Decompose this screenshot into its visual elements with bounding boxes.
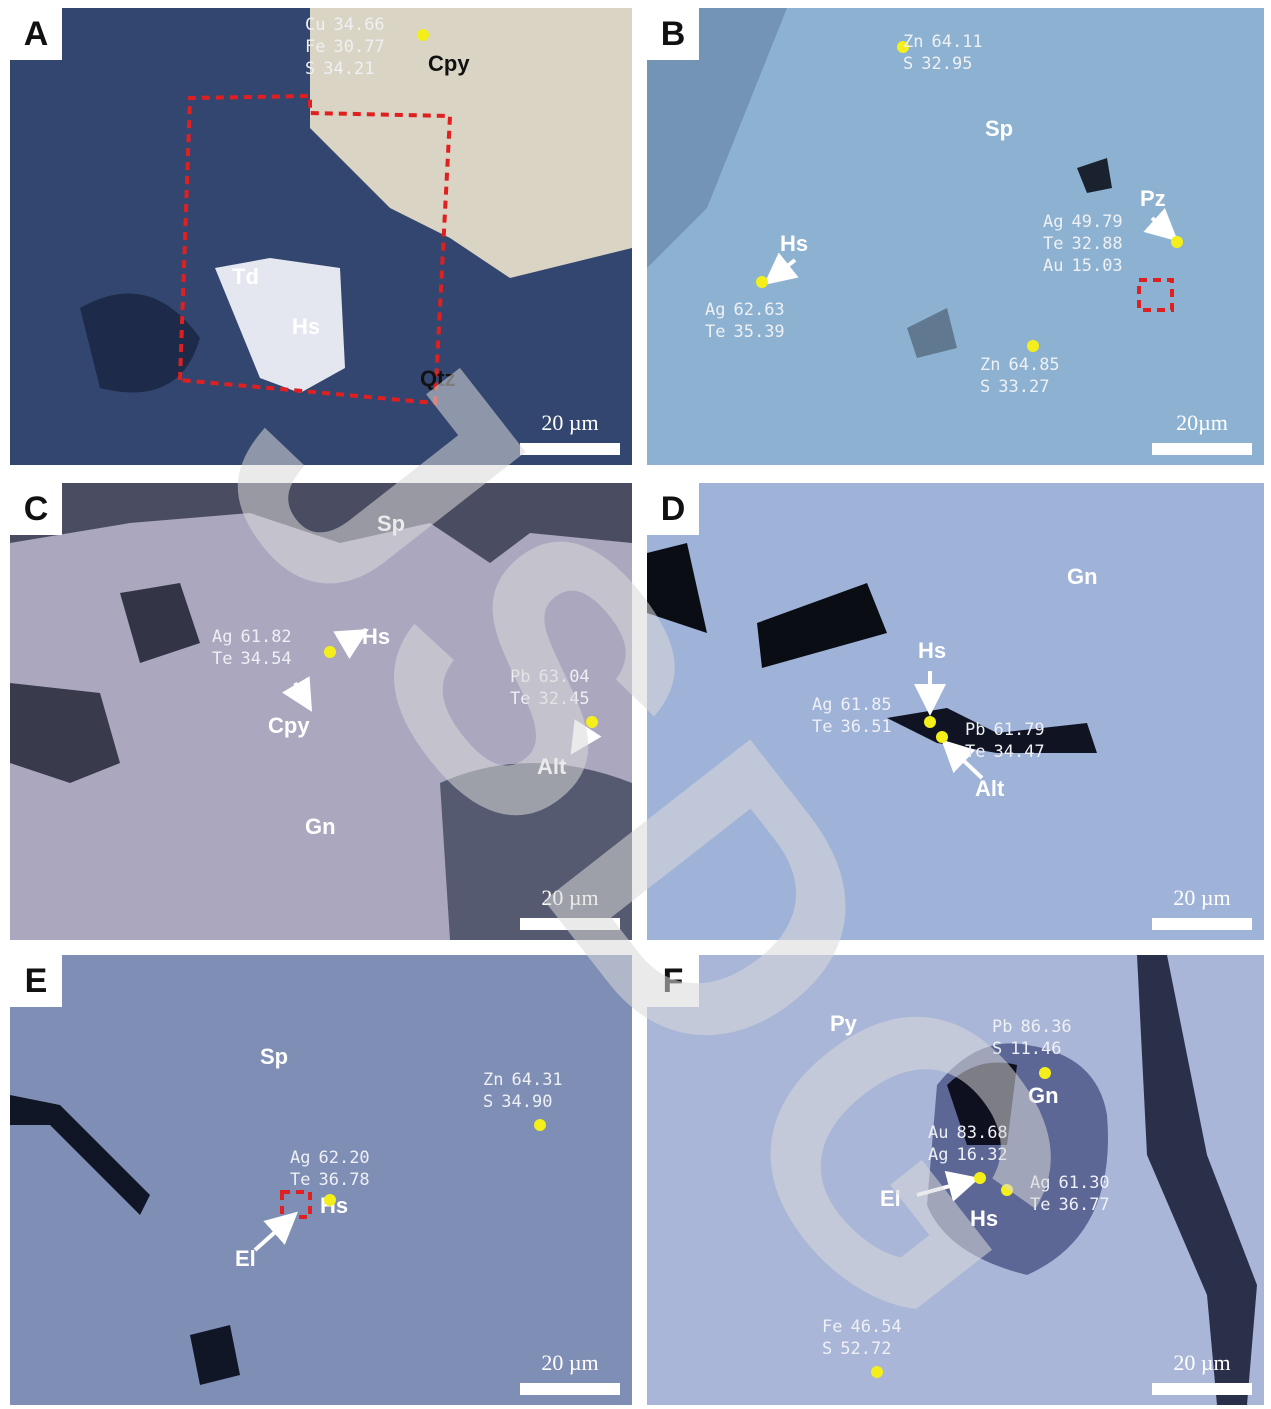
element: Pb	[965, 720, 985, 740]
analysis-text: Zn 64.85	[980, 355, 1060, 375]
element: Ag	[212, 627, 232, 647]
analysis-text: Zn 64.11	[903, 32, 983, 52]
value: 34.66	[333, 15, 384, 35]
value: 34.47	[993, 742, 1044, 762]
mineral-label: Cpy	[428, 51, 470, 76]
value: 64.11	[931, 32, 982, 52]
scale-label: 20 µm	[1173, 885, 1230, 910]
element: Zn	[980, 355, 1000, 375]
mineral-label: Sp	[985, 116, 1013, 141]
element: Zn	[483, 1070, 503, 1090]
figure: ACpyTdHsQtzCu34.66Fe30.77S34.2120 µmBSpH…	[0, 0, 1271, 1409]
element: Zn	[903, 32, 923, 52]
scale-bar	[520, 1383, 620, 1395]
value: 64.31	[511, 1070, 562, 1090]
value: 32.95	[921, 54, 972, 74]
element: S	[483, 1092, 493, 1112]
panel-label: E	[25, 962, 48, 1000]
mineral-label: Alt	[975, 776, 1005, 801]
panel-label: C	[24, 490, 49, 528]
element: S	[305, 59, 315, 79]
scale-label: 20 µm	[1173, 1350, 1230, 1375]
element: Te	[965, 742, 985, 762]
analysis-text: Ag 62.63	[705, 300, 785, 320]
value: 36.78	[318, 1170, 369, 1190]
value: 61.85	[840, 695, 891, 715]
analysis-text: Au 15.03	[1043, 256, 1123, 276]
analysis-text: Te 32.88	[1043, 234, 1123, 254]
value: 30.77	[333, 37, 384, 57]
analysis-point	[1027, 340, 1039, 352]
value: 64.85	[1008, 355, 1059, 375]
element: Te	[290, 1170, 310, 1190]
element: S	[903, 54, 913, 74]
element: Ag	[705, 300, 725, 320]
scale-bar	[1152, 443, 1252, 455]
scale-label: 20µm	[1176, 410, 1228, 435]
analysis-point	[924, 716, 936, 728]
scale-label: 20 µm	[541, 1350, 598, 1375]
value: 33.27	[998, 377, 1049, 397]
value: 32.88	[1071, 234, 1122, 254]
value: 61.79	[993, 720, 1044, 740]
analysis-text: Ag 62.20	[290, 1148, 370, 1168]
analysis-text: Te 34.47	[965, 742, 1045, 762]
analysis-text: Cu 34.66	[305, 15, 385, 35]
mineral-label: Gn	[1067, 564, 1098, 589]
panel: B Sp Hs Pz Zn 64.11 S 32.95 Ag 49.79 Te 32.88 Au 15.0…	[647, 8, 1264, 465]
scale-bar	[1152, 1383, 1252, 1395]
element: Ag	[290, 1148, 310, 1168]
element: S	[980, 377, 990, 397]
mineral-label: El	[235, 1246, 256, 1271]
element: Cu	[305, 15, 325, 35]
analysis-text: Fe 30.77	[305, 37, 385, 57]
mineral-label: Hs	[292, 314, 320, 339]
analysis-text: Te 35.39	[705, 322, 785, 342]
element: Te	[705, 322, 725, 342]
element: Fe	[305, 37, 325, 57]
analysis-point	[936, 731, 948, 743]
analysis-text: Ag 49.79	[1043, 212, 1123, 232]
value: 15.03	[1071, 256, 1122, 276]
value: 62.20	[318, 1148, 369, 1168]
value: 49.79	[1071, 212, 1122, 232]
element: Au	[1043, 256, 1063, 276]
panel-label: B	[661, 15, 686, 53]
value: 34.21	[323, 59, 374, 79]
scale-bar	[1152, 918, 1252, 930]
value: 34.90	[501, 1092, 552, 1112]
value: 62.63	[733, 300, 784, 320]
analysis-point	[417, 29, 429, 41]
analysis-point	[324, 1194, 336, 1206]
element: Ag	[1043, 212, 1063, 232]
mineral-label: Hs	[780, 231, 808, 256]
mineral-label: Hs	[918, 638, 946, 663]
mineral-label: Pz	[1140, 186, 1166, 211]
analysis-point	[1171, 236, 1183, 248]
analysis-text: Te 36.78	[290, 1170, 370, 1190]
mineral-label: Gn	[305, 814, 336, 839]
analysis-text: Pb 61.79	[965, 720, 1045, 740]
mineral-label: Td	[232, 264, 259, 289]
panel-label: A	[24, 15, 49, 53]
analysis-point	[534, 1119, 546, 1131]
value: 35.39	[733, 322, 784, 342]
mineral-label: Sp	[260, 1044, 288, 1069]
element: Te	[1043, 234, 1063, 254]
analysis-point	[756, 276, 768, 288]
element: Te	[212, 649, 232, 669]
analysis-text: Zn 64.31	[483, 1070, 563, 1090]
